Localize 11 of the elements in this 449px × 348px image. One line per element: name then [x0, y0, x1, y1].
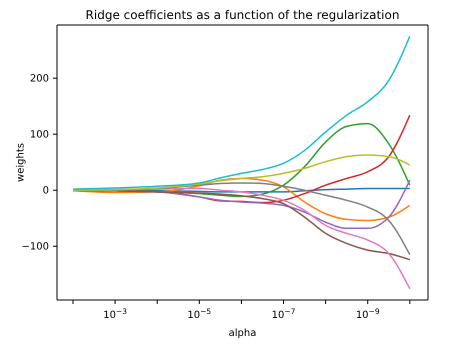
x-axis-title: alpha [228, 328, 256, 339]
x-tick-label: 10$^{−7}$ [272, 306, 296, 321]
chart-title: Ridge coefficients as a function of the regularization [84, 8, 400, 22]
x-tick-label: 10$^{−9}$ [356, 306, 380, 321]
y-tick-label: 0 [42, 186, 49, 197]
x-tick-label: 10$^{−3}$ [103, 306, 128, 321]
y-tick-label: 100 [30, 130, 49, 141]
y-tick-label: −100 [22, 242, 49, 253]
x-tick-label: 10$^{−5}$ [187, 306, 212, 321]
y-axis-title: weights [16, 143, 27, 182]
y-tick-label: 200 [30, 74, 49, 85]
